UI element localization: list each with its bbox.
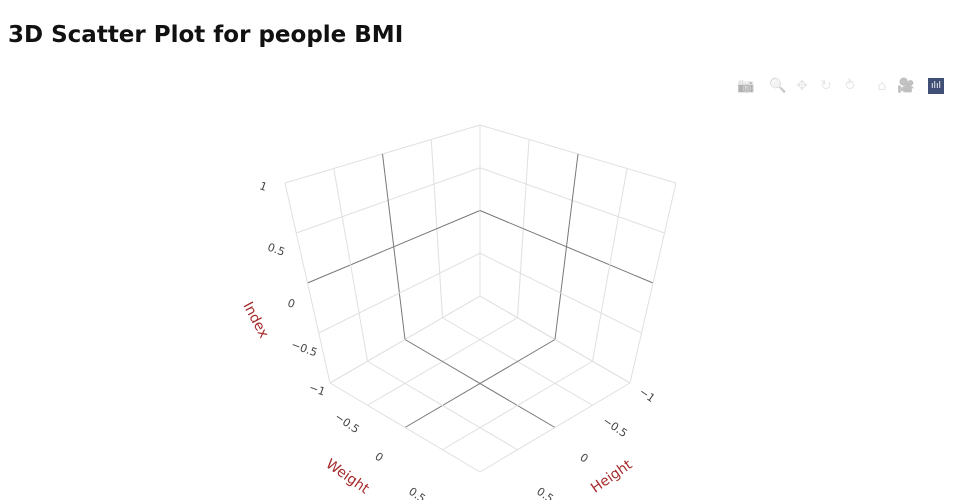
- plotly-logo-icon[interactable]: ılıl: [928, 78, 944, 94]
- right-gridline: [479, 210, 654, 284]
- right-gridline: [592, 168, 628, 362]
- z-tick-label: 0.5: [266, 241, 287, 259]
- y-tick-label: −0.5: [600, 414, 629, 440]
- floor-gridline: [479, 382, 631, 473]
- z-axis-title: Index: [239, 299, 271, 341]
- floor-gridline: [442, 360, 593, 451]
- camera-icon[interactable]: 📷: [737, 78, 755, 94]
- z-tick-label: −1: [307, 381, 327, 399]
- z-tick-label: 0: [286, 296, 297, 311]
- left-gridline: [318, 252, 481, 334]
- video-camera-icon[interactable]: 🎥: [897, 78, 915, 94]
- orbit-rotate-icon[interactable]: ↻: [820, 78, 832, 94]
- z-tick-label: 1: [258, 179, 269, 194]
- x-tick-label: 0.5: [406, 485, 428, 500]
- floor-gridline: [329, 382, 481, 473]
- left-gridline: [333, 168, 368, 362]
- right-gridline: [629, 182, 677, 384]
- right-gridline: [479, 252, 642, 334]
- chart-title: 3D Scatter Plot for people BMI: [8, 22, 404, 48]
- floor-gridline: [367, 360, 518, 451]
- floor-gridline: [404, 339, 556, 428]
- x-axis-title: Weight: [323, 456, 373, 497]
- x-tick-label: 0: [372, 450, 385, 465]
- y-tick-label: 0: [577, 451, 590, 466]
- zoom-icon[interactable]: 🔍: [769, 78, 787, 94]
- y-axis-title: Height: [588, 457, 636, 497]
- y-tick-label: −1: [637, 385, 658, 405]
- x-tick-label: −0.5: [332, 410, 361, 436]
- z-tick-label: −0.5: [289, 338, 319, 359]
- left-gridline: [284, 182, 331, 384]
- pan-icon[interactable]: ✥: [796, 78, 808, 94]
- home-icon[interactable]: ⌂: [877, 78, 887, 94]
- y-tick-label: 0.5: [534, 485, 556, 500]
- left-gridline: [307, 210, 481, 284]
- turntable-icon[interactable]: ⥁: [845, 78, 855, 94]
